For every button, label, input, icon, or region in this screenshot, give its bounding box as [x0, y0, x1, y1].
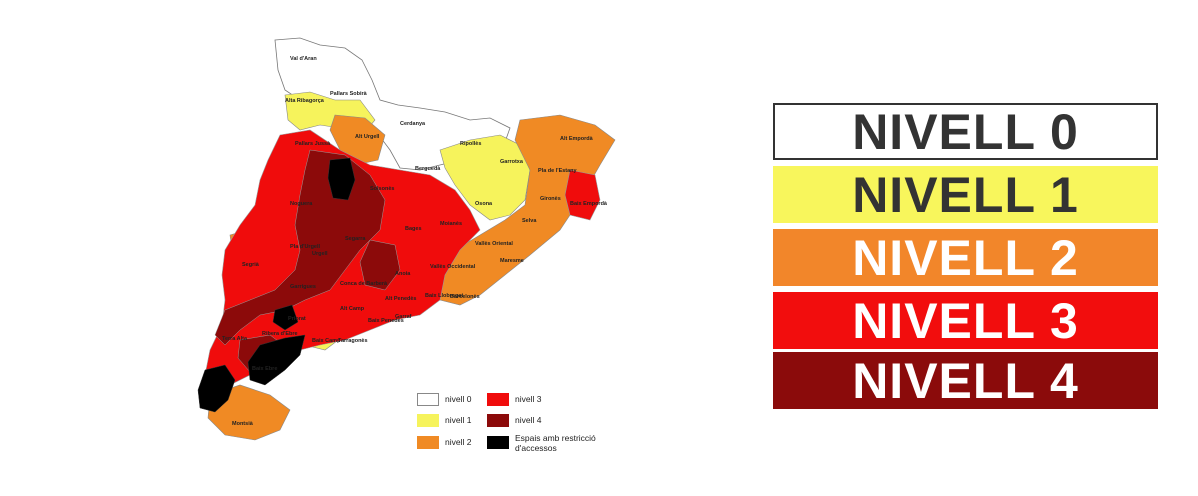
label-tarragones: Tarragonès [338, 338, 368, 344]
label-pallars-jussa: Pallars Jussà [295, 141, 331, 147]
label-val-daran: Val d'Aran [290, 56, 317, 62]
label-valles-oriental: Vallès Oriental [475, 241, 513, 247]
legend-label-nivell3: nivell 3 [515, 394, 542, 404]
level-label-4: NIVELL 4 [852, 352, 1079, 409]
label-maresme: Maresme [500, 258, 524, 264]
label-garrigues: Garrigues [290, 284, 316, 290]
legend-label-restriccio-2: d'accessos [515, 443, 557, 453]
label-valles-occidental: Vallès Occidental [430, 264, 476, 270]
label-baix-ebre: Baix Ebre [252, 366, 277, 372]
level-box-3: NIVELL 3 [773, 292, 1158, 349]
label-conca-barbera: Conca de Barberà [340, 281, 388, 287]
label-osona: Osona [475, 201, 493, 207]
map-legend: nivell 0 nivell 1 nivell 2 nivell 3 nive… [415, 388, 615, 458]
legend-swatch-nivell0 [417, 393, 439, 406]
level-box-0: NIVELL 0 [773, 103, 1158, 160]
legend-swatch-nivell4 [487, 414, 509, 427]
label-alt-penedes: Alt Penedès [385, 296, 416, 302]
level-label-3: NIVELL 3 [852, 292, 1079, 349]
legend-label-restriccio-1: Espais amb restricció [515, 433, 596, 443]
map-zone-nivell2 [207, 114, 616, 441]
label-bergueda: Berguedà [415, 166, 441, 172]
label-bages: Bages [405, 226, 422, 232]
label-alt-emporda: Alt Empordà [560, 136, 594, 142]
label-pla-durgell: Pla d'Urgell [290, 244, 321, 250]
legend-swatch-nivell3 [487, 393, 509, 406]
level-label-2: NIVELL 2 [852, 229, 1079, 286]
label-garraf: Garraf [395, 314, 412, 320]
legend-label-nivell4: nivell 4 [515, 415, 542, 425]
label-solsones: Solsonès [370, 186, 394, 192]
legend-swatch-restriccio [487, 436, 509, 449]
label-barcelones: Barcelonès [450, 294, 480, 300]
label-anoia: Anoia [395, 271, 411, 277]
map-zone-restriccio [197, 157, 356, 413]
label-noguera: Noguera [290, 201, 313, 207]
label-urgell: Urgell [312, 251, 328, 257]
level-box-2: NIVELL 2 [773, 229, 1158, 286]
level-label-0: NIVELL 0 [852, 103, 1079, 160]
catalonia-map: Val d'Aran Pallars Sobirà Alta Ribagorça… [197, 37, 616, 441]
legend-swatch-nivell1 [417, 414, 439, 427]
label-selva: Selva [522, 218, 537, 224]
label-alt-urgell: Alt Urgell [355, 134, 380, 140]
label-alt-camp: Alt Camp [340, 306, 365, 312]
legend-label-nivell1: nivell 1 [445, 415, 472, 425]
label-pallars-sobira: Pallars Sobirà [330, 91, 368, 97]
label-ribera-debre: Ribera d'Ebre [262, 331, 298, 337]
label-girones: Gironès [540, 196, 561, 202]
label-terra-alta: Terra Alta [222, 336, 248, 342]
label-baix-penedes: Baix Penedès [368, 318, 404, 324]
level-box-4: NIVELL 4 [773, 352, 1158, 409]
label-moianes: Moianès [440, 221, 462, 227]
label-cerdanya: Cerdanya [400, 121, 426, 127]
level-label-1: NIVELL 1 [852, 166, 1079, 223]
label-priorat: Priorat [288, 316, 306, 322]
label-pla-estany: Pla de l'Estany [538, 168, 578, 174]
label-baix-llobregat: Baix Llobregat [425, 293, 463, 299]
legend-swatch-nivell2 [417, 436, 439, 449]
label-baix-emporda: Baix Empordà [570, 201, 608, 207]
label-ripolles: Ripollès [460, 141, 481, 147]
label-segria: Segrià [242, 262, 260, 268]
legend-label-nivell0: nivell 0 [445, 394, 472, 404]
legend-label-nivell2: nivell 2 [445, 437, 472, 447]
label-segarra: Segarra [345, 236, 366, 242]
level-box-1: NIVELL 1 [773, 166, 1158, 223]
label-alta-ribagorca: Alta Ribagorça [285, 98, 325, 104]
label-garrotxa: Garrotxa [500, 159, 524, 165]
label-baix-camp: Baix Camp [312, 338, 341, 344]
label-montsia: Montsià [232, 421, 254, 427]
